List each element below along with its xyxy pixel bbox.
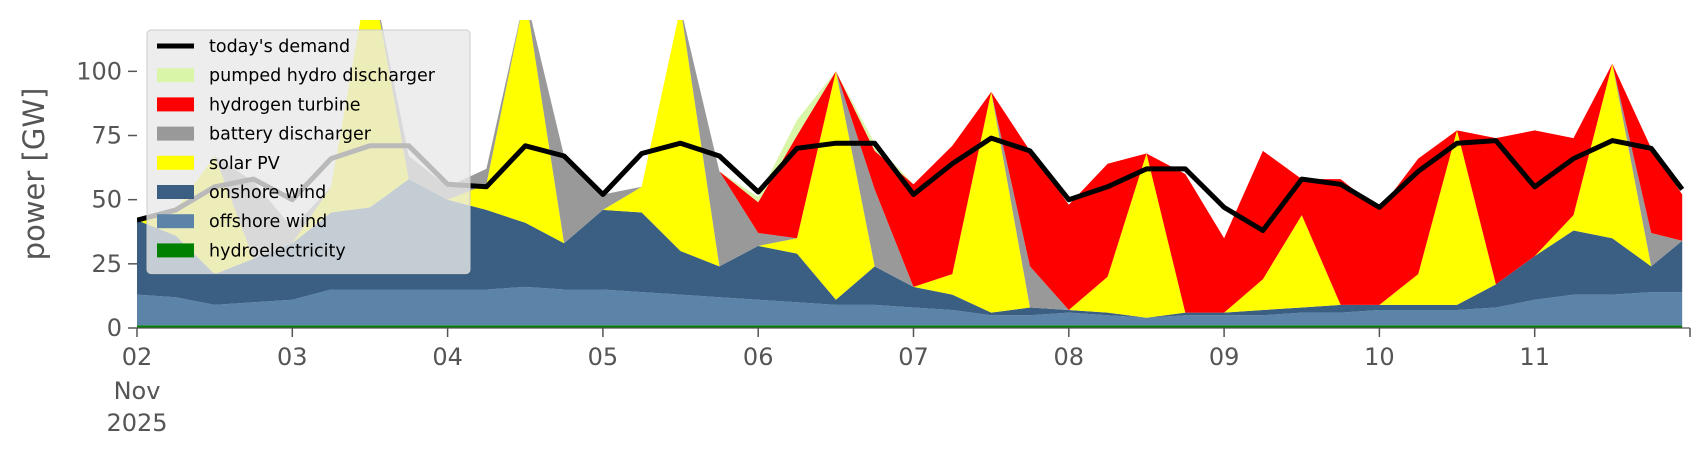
legend-swatch (157, 185, 194, 199)
legend-swatch (157, 68, 194, 83)
x-tick-label: 07 (898, 343, 929, 371)
legend-label: hydrogen turbine (209, 95, 361, 115)
legend-label: today's demand (209, 37, 350, 57)
x-tick-label: 06 (743, 343, 774, 371)
x-tick-label: 08 (1054, 343, 1085, 371)
y-tick-label: 50 (91, 186, 122, 214)
x-tick-label: 04 (432, 343, 463, 371)
x-tick-sublabel: 2025 (106, 409, 167, 437)
stacked-areas (137, 20, 1683, 328)
legend-swatch (157, 97, 194, 112)
legend-swatch (157, 155, 194, 170)
y-tick-label: 100 (76, 57, 122, 85)
x-tick-label: 10 (1364, 343, 1395, 371)
x-tick-sublabel: Nov (114, 377, 161, 405)
x-tick-label: 11 (1519, 343, 1550, 371)
legend-label: onshore wind (209, 183, 326, 203)
area-onshore-wind (137, 179, 1683, 318)
legend-label: hydroelectricity (209, 241, 346, 261)
legend: today's demand pumped hydro discharger hyd… (146, 29, 471, 275)
area-hydroelectricity (137, 325, 1683, 328)
y-tick-label: 25 (91, 250, 122, 278)
x-tick-label: 09 (1209, 343, 1240, 371)
legend-box (146, 29, 471, 275)
y-tick-label: 75 (91, 122, 122, 150)
y-axis-label: power [GW] (17, 88, 51, 261)
legend-label: offshore wind (209, 212, 327, 232)
axes: 0 25 50 75 100 02 Nov 2025 03 04 05 06 07 08 09 10 11 (76, 57, 1691, 437)
x-tick-label: 03 (277, 343, 308, 371)
legend-swatch (157, 243, 194, 258)
area-offshore-wind (137, 286, 1683, 326)
area-hydrogen-turbine (137, 20, 1683, 313)
legend-swatch (157, 126, 194, 141)
legend-swatch (157, 214, 194, 229)
legend-label: pumped hydro discharger (209, 66, 436, 86)
x-tick-label: 02 (122, 343, 153, 371)
legend-label: battery discharger (209, 125, 372, 145)
area-solar-pv (137, 20, 1683, 318)
y-tick-label: 0 (107, 314, 122, 342)
legend-label: solar PV (209, 154, 280, 174)
x-tick-label: 05 (588, 343, 619, 371)
